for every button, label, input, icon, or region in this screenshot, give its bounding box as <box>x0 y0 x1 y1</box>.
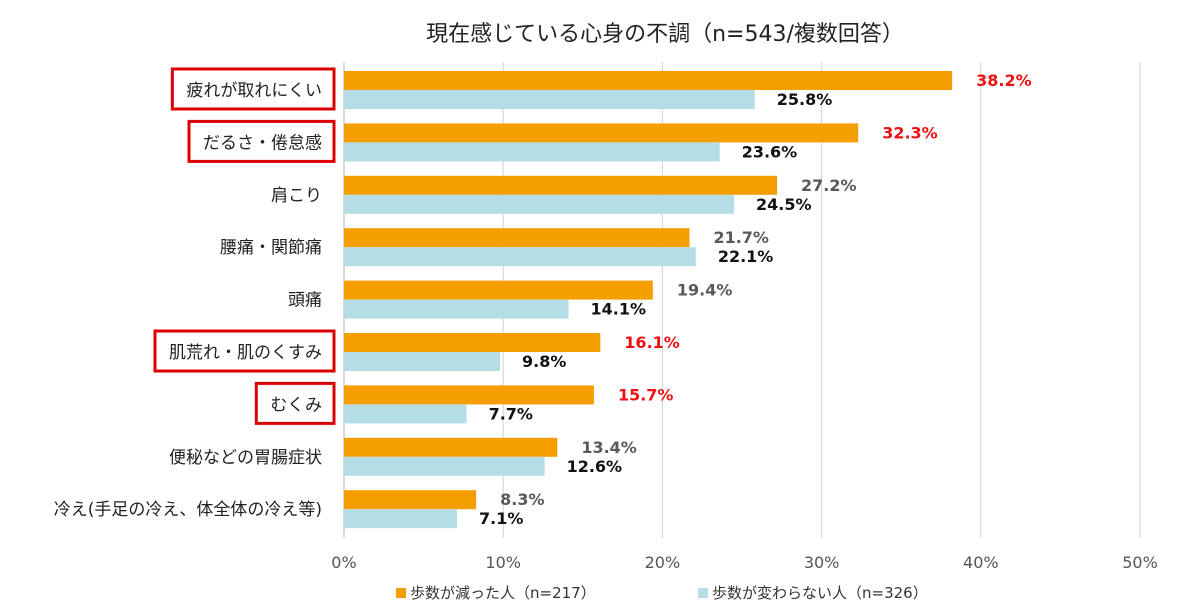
category-label: 頭痛 <box>288 291 322 311</box>
data-label: 23.6% <box>742 142 798 161</box>
category-label: 疲れが取れにくい <box>186 81 322 101</box>
bar-unchanged <box>344 194 735 214</box>
data-label: 13.4% <box>581 438 637 457</box>
bar-decreased <box>344 280 653 300</box>
x-tick-label: 20% <box>645 553 681 572</box>
bar-decreased <box>344 385 594 405</box>
bar-decreased <box>344 228 690 248</box>
data-label: 7.1% <box>479 509 523 528</box>
bar-decreased <box>344 490 477 510</box>
highlight-box <box>170 67 336 111</box>
data-label: 16.1% <box>624 333 680 352</box>
bar-unchanged <box>344 509 458 529</box>
category-labels: 疲れが取れにくいだるさ・倦怠感肩こり腰痛・関節痛頭痛肌荒れ・肌のくすみむくみ便秘… <box>54 67 336 520</box>
highlight-box <box>254 381 336 425</box>
data-label: 25.8% <box>777 90 833 109</box>
data-labels: 38.2% 32.3% 27.2% 21.7% 19.4% 16.1% 15.7% 13.4%… <box>479 71 1032 528</box>
data-label: 7.7% <box>489 404 533 423</box>
highlight-box <box>153 329 336 373</box>
category-label: だるさ・倦怠感 <box>203 133 322 153</box>
bar-decreased <box>344 333 601 352</box>
data-label: 8.3% <box>500 490 544 509</box>
x-tick-label: 30% <box>804 553 840 572</box>
data-label: 19.4% <box>677 281 733 300</box>
bars <box>344 71 953 529</box>
x-tick-label: 50% <box>1122 553 1158 572</box>
data-label: 27.2% <box>801 176 857 195</box>
category-label: むくみ <box>270 395 322 415</box>
x-tick-label: 0% <box>331 553 356 572</box>
legend-swatch <box>396 588 406 598</box>
chart-title: 現在感じている心身の不調（n=543/複数回答） <box>426 22 904 47</box>
category-label: 肌荒れ・肌のくすみ <box>169 343 322 363</box>
data-label: 21.7% <box>713 228 769 247</box>
data-label: 12.6% <box>567 457 623 476</box>
category-label: 腰痛・関節痛 <box>220 238 322 258</box>
data-label: 24.5% <box>756 195 812 214</box>
bar-decreased <box>344 437 558 457</box>
legend-label: 歩数が減った人（n=217） <box>410 584 596 602</box>
data-label: 15.7% <box>618 385 674 404</box>
category-label: 冷え(手足の冷え、体全体の冷え等) <box>54 500 322 520</box>
highlight-box <box>187 119 336 163</box>
bar-unchanged <box>344 142 720 162</box>
bar-unchanged <box>344 456 545 476</box>
category-label: 肩こり <box>271 186 322 206</box>
data-label: 9.8% <box>522 352 566 371</box>
legend: 歩数が減った人（n=217） 歩数が変わらない人（n=326） <box>396 584 928 602</box>
x-axis-ticks: 0% 10% 20% 30% 40% 50% <box>331 553 1157 572</box>
bar-decreased <box>344 71 953 90</box>
bar-unchanged <box>344 247 696 267</box>
bar-unchanged <box>344 352 501 371</box>
bar-unchanged <box>344 90 755 109</box>
x-tick-label: 10% <box>485 553 521 572</box>
category-label: 便秘などの胃腸症状 <box>169 448 322 468</box>
bar-decreased <box>344 123 859 143</box>
data-label: 32.3% <box>882 123 938 142</box>
data-label: 14.1% <box>590 300 646 319</box>
data-label: 22.1% <box>718 247 774 266</box>
data-label: 38.2% <box>976 71 1032 90</box>
bar-unchanged <box>344 299 569 319</box>
bar-decreased <box>344 175 778 195</box>
legend-label: 歩数が変わらない人（n=326） <box>712 584 928 602</box>
x-tick-label: 40% <box>963 553 999 572</box>
bar-unchanged <box>344 404 467 424</box>
legend-swatch <box>698 588 708 598</box>
